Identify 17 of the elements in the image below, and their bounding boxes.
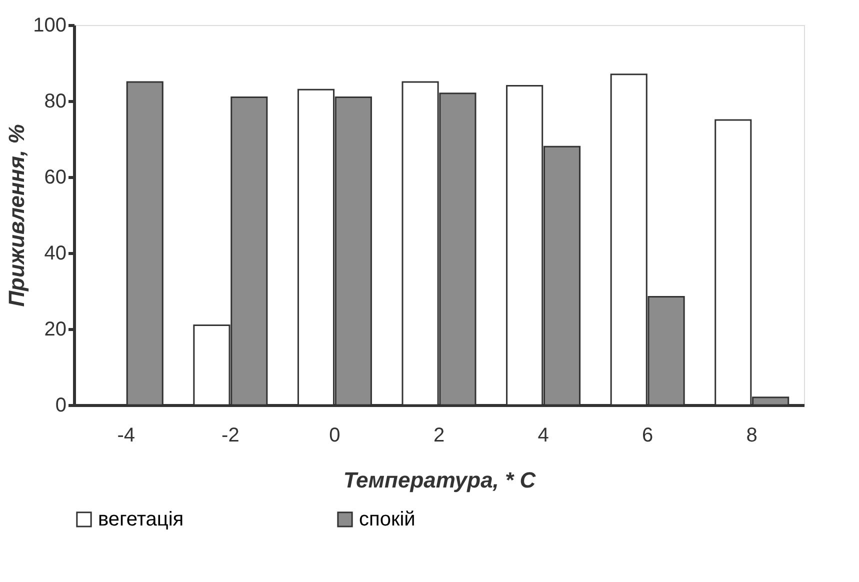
y-tick-label: 60 xyxy=(44,166,66,188)
x-tick-label: 2 xyxy=(433,424,445,446)
x-tick-label: 8 xyxy=(746,424,758,446)
x-tick-label: -2 xyxy=(222,424,240,446)
y-tick-label: 0 xyxy=(55,394,66,416)
x-tick-label: 4 xyxy=(538,424,549,446)
x-tick-label: 0 xyxy=(329,424,340,446)
x-tick-label: 6 xyxy=(642,424,654,446)
y-axis-title: Приживлення, % xyxy=(4,124,30,307)
legend-label: спокій xyxy=(359,508,416,530)
y-tick-label: 20 xyxy=(44,318,66,340)
y-tick-label: 80 xyxy=(44,90,66,112)
y-tick-label: 100 xyxy=(33,14,66,36)
x-axis-title: Температура, * С xyxy=(343,468,537,492)
y-tick-label: 40 xyxy=(44,242,66,264)
legend-label: вегетація xyxy=(98,508,184,530)
x-tick-label: -4 xyxy=(117,424,136,446)
